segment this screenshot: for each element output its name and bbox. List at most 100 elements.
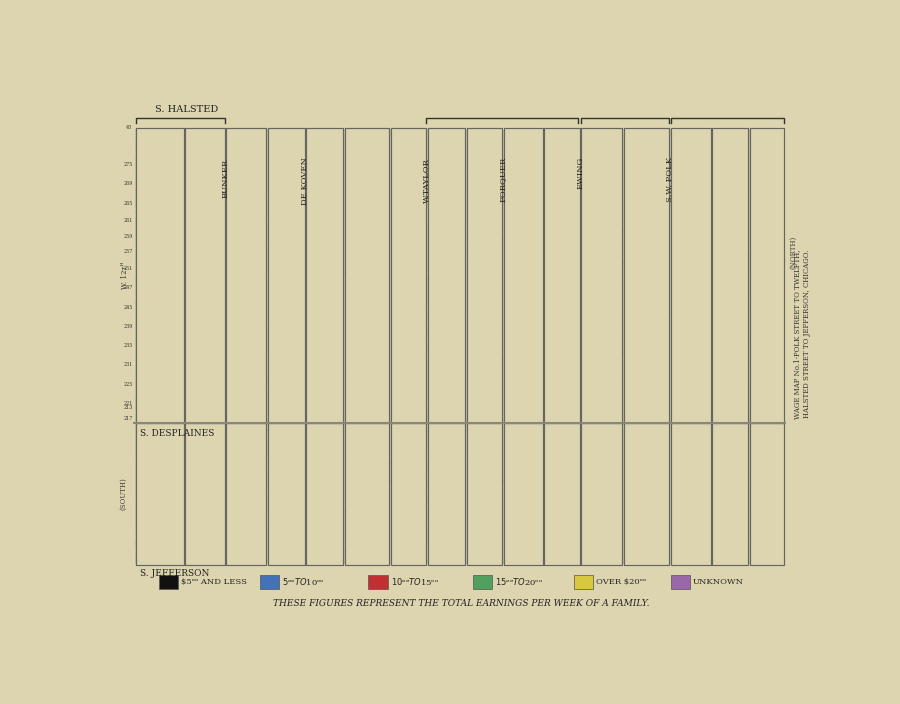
Bar bbox=[331, 515, 343, 523]
Bar bbox=[568, 483, 580, 490]
Bar bbox=[267, 200, 280, 210]
Bar bbox=[544, 165, 555, 177]
Bar bbox=[409, 230, 426, 235]
Bar bbox=[453, 134, 464, 142]
Bar bbox=[253, 386, 266, 398]
Bar bbox=[595, 320, 608, 333]
Bar bbox=[504, 428, 517, 434]
Bar bbox=[306, 457, 319, 467]
Bar bbox=[428, 548, 440, 556]
Bar bbox=[479, 492, 490, 501]
Bar bbox=[581, 435, 595, 443]
Bar bbox=[360, 370, 374, 378]
Bar bbox=[280, 389, 292, 399]
Bar bbox=[517, 548, 529, 556]
Bar bbox=[654, 196, 669, 208]
Bar bbox=[504, 130, 517, 139]
Bar bbox=[292, 230, 304, 242]
Bar bbox=[595, 513, 608, 521]
Bar bbox=[374, 352, 389, 365]
Bar bbox=[491, 284, 502, 295]
Bar bbox=[568, 425, 580, 430]
Bar bbox=[544, 526, 555, 538]
Bar bbox=[428, 403, 440, 408]
Bar bbox=[772, 266, 783, 284]
Bar bbox=[391, 323, 409, 329]
Bar bbox=[212, 489, 224, 501]
Bar bbox=[253, 460, 266, 473]
Text: 247: 247 bbox=[123, 285, 132, 290]
Bar bbox=[730, 344, 748, 350]
Bar bbox=[409, 415, 426, 422]
Bar bbox=[670, 377, 683, 391]
Bar bbox=[479, 527, 490, 541]
Bar bbox=[319, 478, 330, 490]
Bar bbox=[684, 498, 697, 504]
Bar bbox=[713, 190, 730, 204]
Bar bbox=[453, 201, 464, 206]
Bar bbox=[453, 386, 464, 406]
Bar bbox=[530, 526, 542, 536]
Bar bbox=[670, 414, 683, 422]
Bar bbox=[595, 463, 608, 472]
Bar bbox=[670, 401, 683, 413]
Bar bbox=[345, 465, 359, 472]
Bar bbox=[440, 363, 453, 378]
Bar bbox=[331, 238, 343, 250]
Bar bbox=[467, 408, 478, 415]
Text: 245: 245 bbox=[123, 305, 132, 310]
Bar bbox=[440, 200, 453, 210]
Bar bbox=[654, 425, 669, 430]
Bar bbox=[345, 177, 359, 189]
Bar bbox=[319, 217, 330, 227]
Bar bbox=[185, 453, 198, 461]
Bar bbox=[453, 541, 464, 551]
Bar bbox=[750, 300, 760, 307]
Bar bbox=[639, 480, 653, 486]
Bar bbox=[306, 334, 319, 348]
Bar bbox=[319, 252, 330, 263]
Bar bbox=[568, 475, 580, 482]
Bar bbox=[409, 404, 426, 415]
Bar bbox=[654, 149, 669, 158]
Bar bbox=[360, 135, 374, 145]
Bar bbox=[760, 203, 772, 210]
Bar bbox=[624, 129, 639, 132]
Bar bbox=[504, 498, 517, 507]
Bar bbox=[750, 351, 760, 356]
Bar bbox=[360, 343, 374, 353]
Bar bbox=[750, 190, 760, 196]
Bar bbox=[453, 142, 464, 151]
Bar bbox=[199, 215, 212, 222]
Bar bbox=[292, 303, 304, 316]
Bar bbox=[624, 226, 639, 232]
Bar bbox=[227, 415, 239, 422]
Bar bbox=[428, 127, 465, 423]
Bar bbox=[331, 447, 343, 454]
Bar bbox=[253, 506, 266, 512]
Bar bbox=[750, 374, 760, 379]
Bar bbox=[730, 234, 748, 242]
Bar bbox=[360, 463, 374, 470]
Bar bbox=[760, 315, 772, 324]
Bar bbox=[530, 135, 542, 141]
Bar bbox=[253, 239, 266, 253]
Bar bbox=[750, 196, 760, 204]
Bar bbox=[306, 254, 319, 263]
Bar bbox=[639, 227, 653, 234]
Bar bbox=[504, 434, 517, 453]
Bar bbox=[517, 308, 529, 325]
Bar bbox=[453, 492, 464, 501]
Bar bbox=[760, 291, 772, 299]
Bar bbox=[331, 160, 343, 175]
Bar bbox=[440, 260, 453, 265]
Text: 257: 257 bbox=[123, 249, 132, 254]
Bar bbox=[760, 181, 772, 194]
Bar bbox=[319, 351, 330, 365]
Bar bbox=[684, 142, 697, 157]
Bar bbox=[504, 517, 517, 530]
Bar bbox=[517, 129, 529, 147]
Bar bbox=[750, 546, 760, 556]
Bar bbox=[624, 308, 639, 316]
Bar bbox=[750, 499, 760, 510]
